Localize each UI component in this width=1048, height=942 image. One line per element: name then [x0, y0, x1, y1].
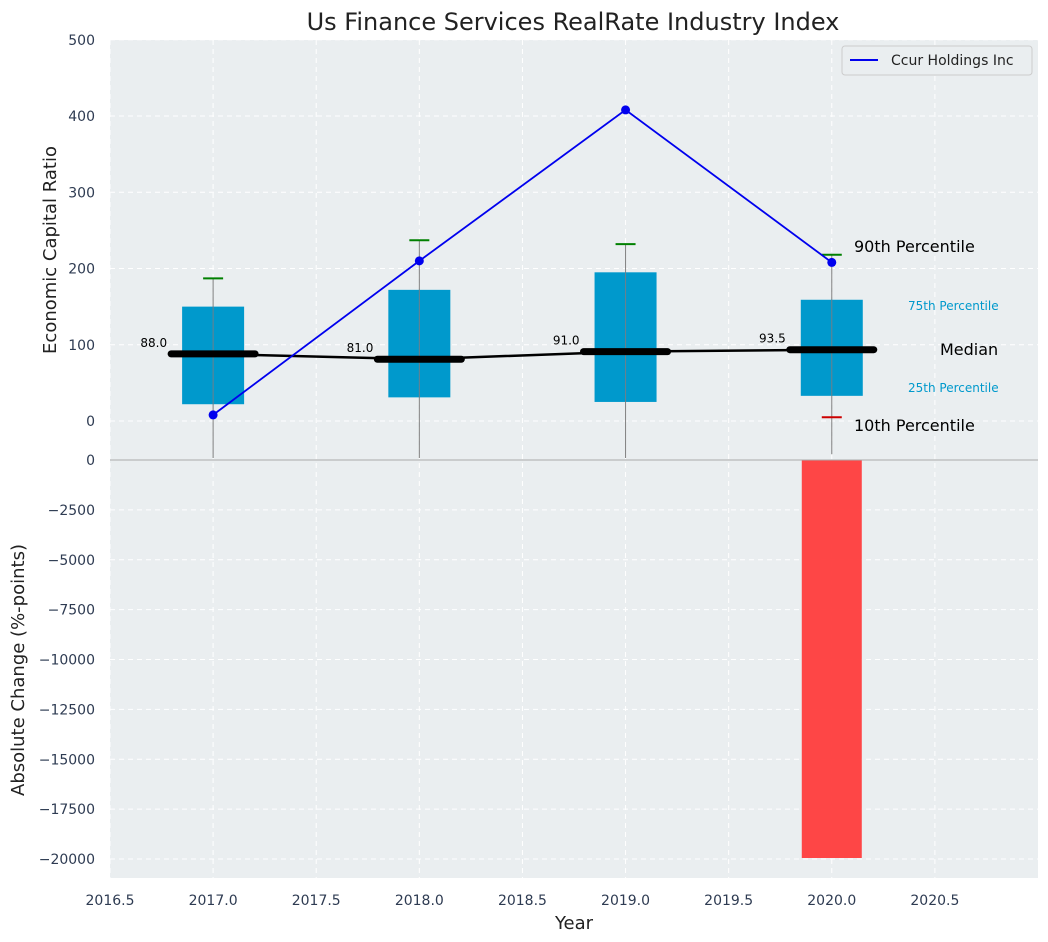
x-axis: 2016.5 2017.0 2017.5 2018.0 2018.5 2019.0 2019… [86, 893, 960, 909]
y-tick-label: −15000 [39, 752, 95, 768]
median-value-label: 93.5 [759, 332, 786, 346]
x-tick-label: 2020.0 [807, 893, 856, 909]
bottom-plot-area [110, 460, 1038, 878]
company-series [208, 105, 837, 420]
series-point [414, 256, 424, 266]
x-tick-label: 2020.5 [910, 893, 959, 909]
median-value-label: 91.0 [553, 334, 580, 348]
x-tick-label: 2017.0 [189, 893, 238, 909]
y-tick-label: −12500 [39, 702, 95, 718]
top-y-axis-label: Economic Capital Ratio [40, 146, 61, 354]
x-tick-label: 2019.0 [601, 893, 650, 909]
y-tick-label: 0 [86, 453, 95, 469]
series-point [208, 410, 218, 420]
y-tick-label: 500 [68, 33, 95, 49]
y-tick-label: −17500 [39, 802, 95, 818]
x-tick-label: 2018.0 [395, 893, 444, 909]
y-tick-label: 300 [68, 185, 95, 201]
top-plot-area [110, 40, 1038, 460]
y-tick-label: −7500 [48, 603, 95, 619]
legend-entry: Ccur Holdings Inc [891, 53, 1014, 69]
annotation-p10: 10th Percentile [854, 416, 975, 435]
series-line [212, 108, 833, 416]
y-tick-label: −5000 [48, 553, 95, 569]
x-tick-label: 2019.5 [704, 893, 753, 909]
median-value-label: 81.0 [347, 341, 374, 355]
percentile-boxes: 88.0 81.0 91.0 93.5 [140, 239, 878, 458]
annotation-median: Median [940, 340, 998, 359]
chart-title: Us Finance Services RealRate Industry In… [307, 8, 840, 36]
y-tick-label: 400 [68, 109, 95, 125]
y-tick-label: 200 [68, 262, 95, 278]
series-point [621, 105, 631, 115]
y-tick-label: −2500 [48, 503, 95, 519]
change-bar [801, 460, 862, 859]
y-tick-label: −10000 [39, 653, 95, 669]
annotation-p90: 90th Percentile [854, 237, 975, 256]
series-point [827, 257, 837, 267]
y-tick-label: 100 [68, 338, 95, 354]
legend-box [841, 45, 1033, 76]
median-line [213, 348, 832, 361]
x-tick-label: 2018.5 [498, 893, 547, 909]
median-value-label: 88.0 [140, 336, 167, 350]
x-tick-label: 2016.5 [86, 893, 135, 909]
bottom-y-axis-label: Absolute Change (%-points) [8, 544, 29, 796]
annotation-p75: 75th Percentile [908, 299, 999, 313]
x-axis-label: Year [554, 913, 594, 934]
percentile-annotations: 90th Percentile 75th Percentile Median 25th… [854, 237, 999, 435]
x-tick-label: 2017.5 [292, 893, 341, 909]
bottom-y-axis: 0 −2500 −5000 −7500 −10000 −12500 −15000 −17500… [39, 453, 95, 868]
change-bars [801, 460, 862, 859]
legend: Ccur Holdings Inc [841, 45, 1033, 76]
annotation-p25: 25th Percentile [908, 381, 999, 395]
y-tick-label: 0 [86, 414, 95, 430]
y-tick-label: −20000 [39, 852, 95, 868]
top-y-axis: 0 100 200 300 400 500 [68, 33, 95, 430]
